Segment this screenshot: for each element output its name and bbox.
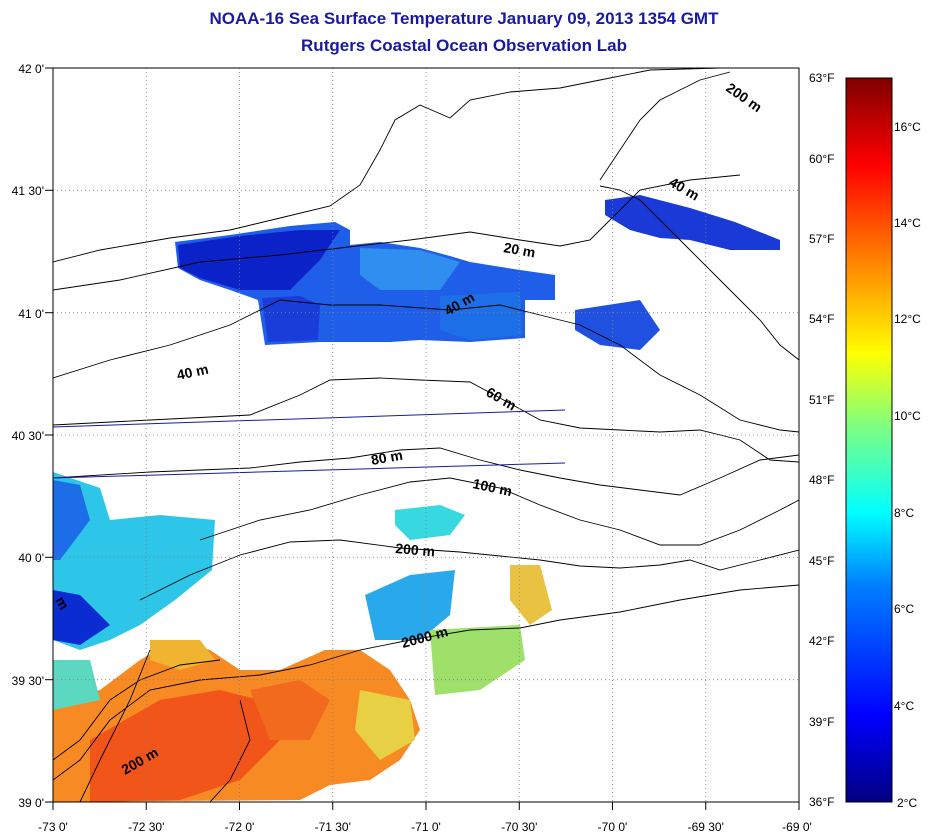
f-label: 63°F — [809, 71, 834, 85]
latitude-labels: 42 0' 41 30' 41 0' 40 30' 40 0' 39 30' 3… — [12, 62, 44, 810]
lon-label: -69 30' — [688, 820, 724, 834]
f-label: 45°F — [809, 554, 834, 568]
contour-80m — [53, 447, 799, 496]
contour-60m — [53, 377, 799, 463]
c-label: 16°C — [894, 120, 921, 134]
colorbar-celsius-labels: 16°C 14°C 12°C 10°C 8°C 6°C 4°C 2°C — [894, 120, 921, 810]
c-label: 14°C — [894, 216, 921, 230]
lat-label: 40 30' — [12, 429, 44, 443]
c-label: 2°C — [897, 796, 917, 810]
lon-label: -73 0' — [38, 820, 68, 834]
c-label: 6°C — [894, 602, 914, 616]
c-label: 10°C — [894, 409, 921, 423]
lon-label: -71 30' — [315, 820, 351, 834]
lon-label: -69 0' — [782, 820, 812, 834]
lon-label: -71 0' — [411, 820, 441, 834]
lat-label: 42 0' — [18, 62, 44, 76]
f-label: 48°F — [809, 473, 834, 487]
longitude-labels: -73 0' -72 30' -72 0' -71 30' -71 0' -70… — [38, 820, 812, 834]
f-label: 42°F — [809, 634, 834, 648]
colorbar-fahrenheit-labels: 63°F 60°F 57°F 54°F 51°F 48°F 45°F 42°F … — [809, 71, 834, 809]
c-label: 12°C — [894, 312, 921, 326]
map-title: NOAA-16 Sea Surface Temperature January … — [209, 9, 719, 28]
contour-label: 200 m — [395, 540, 436, 559]
lon-label: -70 0' — [598, 820, 628, 834]
bathymetry-contours — [53, 68, 799, 802]
contour-label: 40 m — [667, 174, 703, 204]
contour-200m — [139, 539, 799, 601]
contour-2000m — [53, 584, 799, 781]
lat-label: 41 0' — [18, 307, 44, 321]
map-subtitle: Rutgers Coastal Ocean Observation Lab — [301, 36, 627, 55]
sst-patch-east — [605, 195, 780, 250]
contour-label: 20 m — [502, 239, 536, 260]
contour-label: 100 m — [471, 475, 513, 499]
contour-label: 200 m — [723, 79, 765, 115]
contour-20m — [53, 174, 741, 291]
f-label: 36°F — [809, 795, 834, 809]
lat-label: 39 0' — [18, 796, 44, 810]
colorbar — [845, 77, 893, 803]
f-label: 54°F — [809, 312, 834, 326]
f-label: 51°F — [809, 393, 834, 407]
f-label: 60°F — [809, 152, 834, 166]
map-ticks — [45, 67, 800, 810]
contour-label: 80 m — [370, 447, 404, 468]
c-label: 4°C — [894, 699, 914, 713]
lon-label: -72 30' — [128, 820, 164, 834]
sst-patch-west — [53, 472, 215, 650]
lat-label: 39 30' — [12, 674, 44, 688]
contour-label: 60 m — [484, 384, 520, 414]
lat-label: 41 30' — [12, 184, 44, 198]
contour-40m — [53, 299, 799, 433]
sst-patch-north-dark — [178, 230, 340, 290]
contour-label: 40 m — [175, 361, 210, 383]
transect-lines — [52, 409, 566, 479]
lon-label: -70 30' — [501, 820, 537, 834]
contour-100m — [199, 477, 799, 546]
lon-label: -72 0' — [225, 820, 255, 834]
map-grid — [53, 68, 799, 802]
c-label: 8°C — [894, 506, 914, 520]
lat-label: 40 0' — [18, 551, 44, 565]
coastline — [53, 68, 721, 263]
f-label: 39°F — [809, 715, 834, 729]
sst-data-layer — [53, 195, 780, 802]
f-label: 57°F — [809, 232, 834, 246]
